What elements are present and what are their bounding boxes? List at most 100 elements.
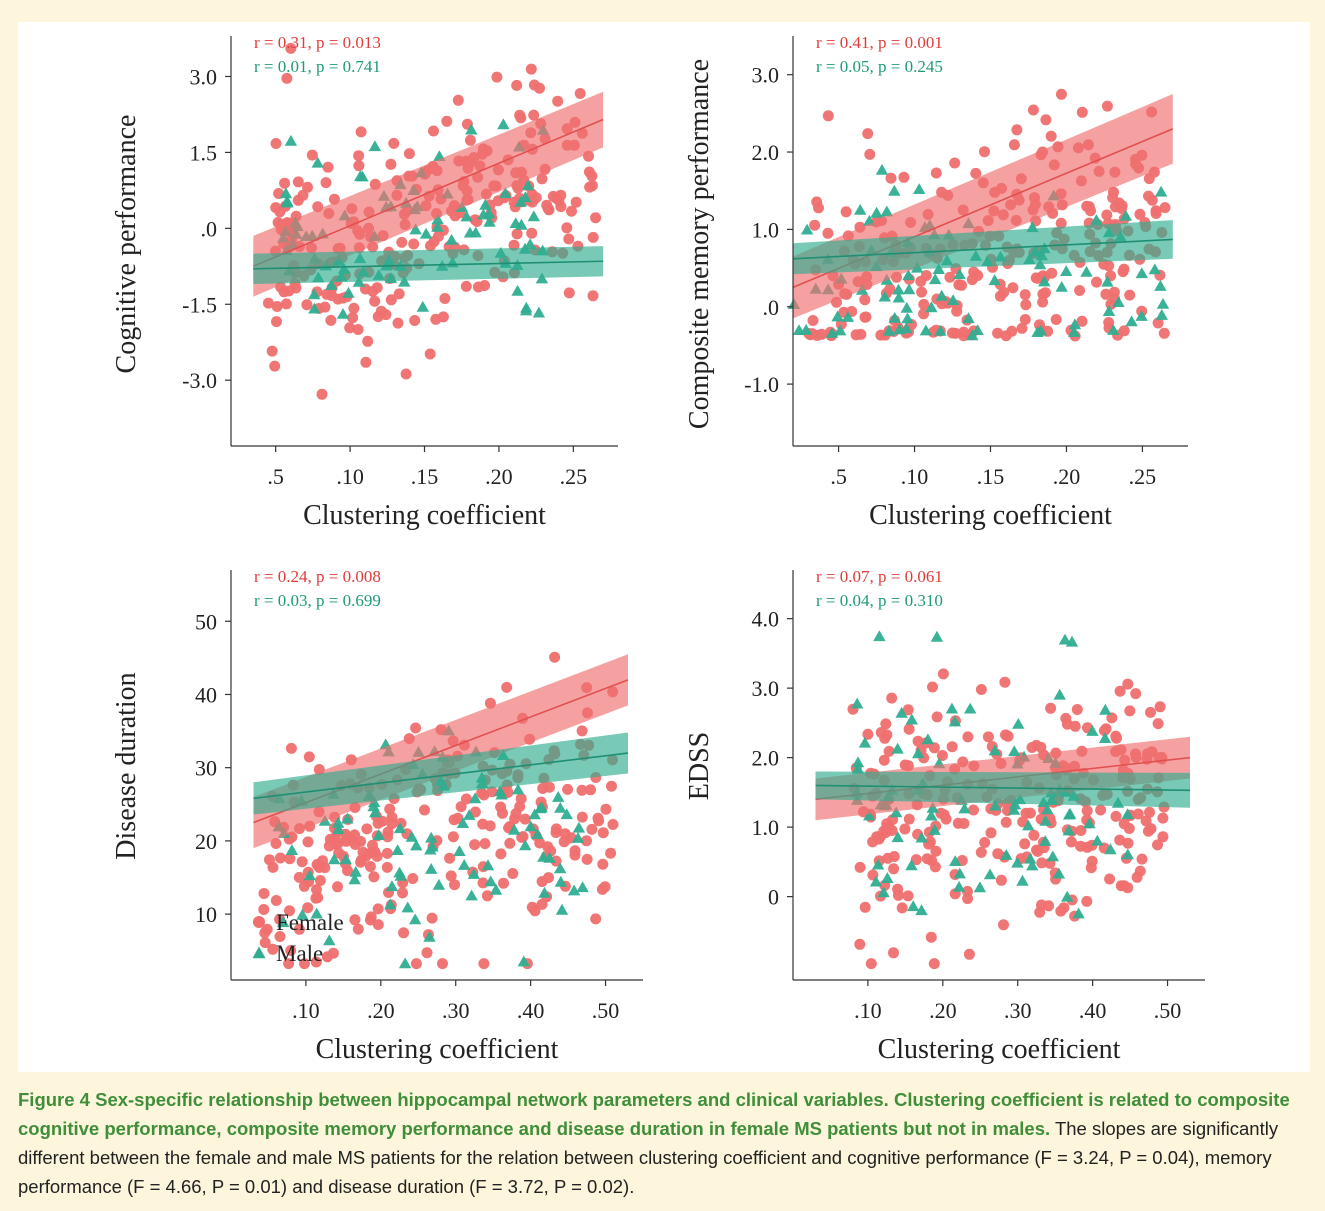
female-point [283, 958, 295, 970]
male-point [1052, 867, 1066, 879]
female-point [381, 861, 393, 873]
male-point [497, 118, 510, 130]
female-point [1071, 704, 1083, 715]
male-point [425, 863, 438, 874]
male-point [905, 713, 918, 725]
female-point [266, 345, 278, 357]
y-tick-label: -1.5 [182, 292, 217, 317]
female-correlation-annotation: r = 0.41, p = 0.001 [816, 33, 943, 52]
male-point [1061, 890, 1074, 902]
male-point [508, 823, 521, 835]
female-point [1110, 810, 1122, 822]
female-point [888, 947, 899, 959]
male-point [499, 187, 512, 198]
female-point [403, 148, 415, 160]
female-point [1104, 873, 1116, 885]
male-point [445, 233, 458, 245]
male-point [1090, 214, 1103, 225]
female-point [302, 836, 314, 848]
female-point [950, 327, 961, 339]
male-point [892, 291, 905, 303]
female-point [432, 230, 444, 242]
female-point [916, 286, 928, 298]
female-point [1157, 812, 1169, 824]
female-point [484, 820, 496, 832]
x-axis-label: Clustering coefficient [303, 500, 546, 531]
female-point [519, 813, 531, 825]
y-tick-label: 1.0 [752, 815, 780, 840]
female-point [1076, 315, 1088, 327]
female-point [368, 871, 380, 883]
y-tick-label: 50 [195, 609, 217, 634]
female-point [293, 923, 305, 935]
male-point [543, 851, 556, 863]
female-point [550, 855, 562, 867]
male-point [538, 886, 551, 898]
female-point [357, 846, 369, 858]
female-point [323, 840, 335, 852]
female-point [298, 880, 310, 892]
female-point [925, 931, 937, 943]
male-point [1068, 318, 1082, 330]
female-point [439, 293, 451, 304]
male-point [277, 916, 290, 928]
scatter-panel-3: 50 40 30 20 10 .10 .20 .30 .40 .50 Clustering coef… [111, 567, 643, 1065]
female-point [1045, 702, 1057, 714]
female-point [561, 222, 573, 234]
female-point [1006, 325, 1018, 337]
female-point [428, 125, 439, 137]
y-tick-label: -1.0 [744, 372, 779, 397]
female-point [921, 853, 933, 865]
male-point [953, 268, 966, 280]
male-point [880, 205, 893, 217]
male-point [1086, 725, 1099, 736]
female-point [382, 831, 394, 843]
female-point [1069, 720, 1081, 732]
female-point [931, 711, 943, 723]
male-point [851, 762, 865, 774]
female-point [878, 754, 890, 766]
male-point [515, 218, 528, 230]
male-point [348, 873, 361, 885]
female-point [1020, 299, 1032, 311]
male-point [409, 913, 422, 925]
male-point [280, 195, 294, 206]
female-point [352, 324, 364, 335]
female-point [807, 315, 819, 326]
female-point [1055, 217, 1067, 229]
female-point [301, 299, 313, 311]
female-point [536, 898, 548, 910]
male-point [1099, 703, 1112, 715]
male-point [900, 322, 913, 334]
male-point [481, 859, 495, 871]
male-point [528, 808, 541, 820]
female-point [469, 806, 481, 818]
female-point [515, 793, 527, 805]
female-point [982, 731, 994, 743]
male-confidence-band [793, 220, 1173, 275]
x-tick-label: .20 [485, 464, 513, 489]
female-point [576, 811, 588, 823]
male-point [1080, 265, 1093, 277]
male-point [945, 702, 959, 714]
female-point [958, 326, 970, 338]
male-point [1098, 732, 1112, 743]
male-point [1121, 848, 1134, 860]
x-tick-label: .25 [1129, 464, 1157, 489]
female-point [1136, 853, 1148, 865]
female-point [979, 837, 991, 848]
male-point [1112, 296, 1125, 307]
male-point [279, 187, 293, 199]
female-point [1032, 272, 1044, 284]
male-point [1063, 808, 1077, 819]
female-point [566, 205, 577, 217]
female-point [262, 297, 274, 309]
y-tick-label: 3.0 [752, 63, 780, 88]
female-point [478, 958, 490, 970]
female-point [293, 871, 305, 883]
male-point [1058, 633, 1072, 645]
female-point [985, 827, 997, 839]
female-point [930, 845, 942, 857]
female-point [1122, 837, 1134, 849]
female-point [1132, 808, 1144, 820]
